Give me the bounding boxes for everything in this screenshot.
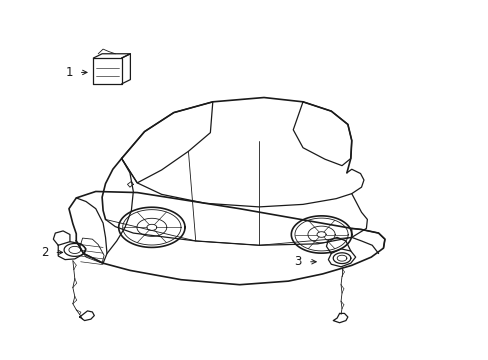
Text: 1: 1 [65, 66, 73, 79]
Text: 2: 2 [41, 246, 48, 259]
Text: 3: 3 [294, 255, 302, 268]
